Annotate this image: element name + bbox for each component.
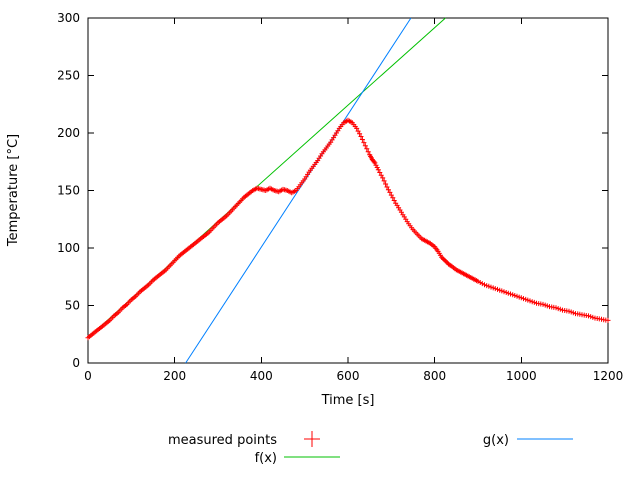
- x-tick-label: 1000: [506, 369, 537, 383]
- y-tick-label: 0: [72, 356, 80, 370]
- legend-label-measured-points: measured points: [168, 433, 277, 448]
- x-axis-label: Time [s]: [321, 393, 375, 408]
- plot-area: 0 200 400 600 800 1000 1200 0 50 100 150 200 250 300: [57, 11, 623, 383]
- y-tick-label: 50: [65, 299, 80, 313]
- y-tick-label: 250: [57, 69, 80, 83]
- x-tick-label: 800: [423, 369, 446, 383]
- x-tick-label: 1200: [593, 369, 624, 383]
- y-axis-label: Temperature [°C]: [6, 134, 21, 247]
- legend: measured points f(x) g(x): [168, 431, 573, 466]
- x-tick-label: 200: [163, 369, 186, 383]
- legend-label-f: f(x): [255, 451, 277, 466]
- x-tick-label: 400: [250, 369, 273, 383]
- legend-marker-plus-icon: [304, 431, 320, 447]
- legend-label-g: g(x): [483, 433, 509, 448]
- y-tick-label: 300: [57, 11, 80, 25]
- x-tick-label: 0: [84, 369, 92, 383]
- y-tick-label: 150: [57, 184, 80, 198]
- y-tick-label: 100: [57, 241, 80, 255]
- x-tick-label: 600: [337, 369, 360, 383]
- y-tick-label: 200: [57, 126, 80, 140]
- measured-points-markers: [85, 117, 611, 341]
- plot-border: [87, 17, 609, 364]
